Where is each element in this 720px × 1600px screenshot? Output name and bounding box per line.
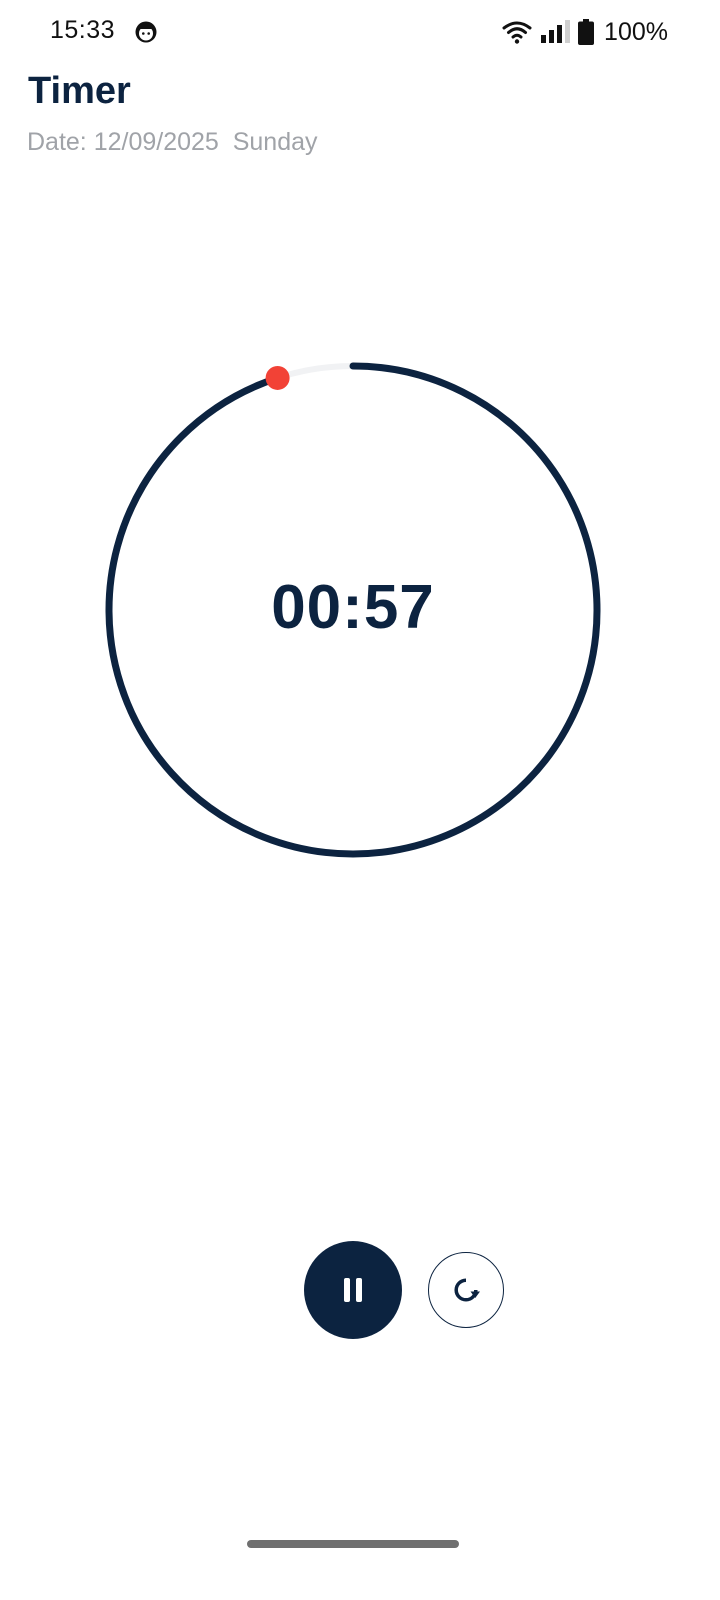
- reset-icon: [454, 1278, 480, 1302]
- reset-button[interactable]: [428, 1252, 504, 1328]
- status-icons: 100%: [502, 16, 668, 48]
- battery-icon: [578, 19, 595, 45]
- signal-icon: [541, 20, 571, 43]
- status-bar: 15:33 100%: [0, 0, 720, 64]
- date-line: Date: 12/09/2025 Sunday: [27, 128, 318, 156]
- status-time: 15:33: [50, 16, 116, 44]
- page-title: Timer: [28, 70, 131, 112]
- battery-percent: 100%: [604, 17, 668, 46]
- timer-display: 00:57: [271, 573, 435, 642]
- pause-icon: [344, 1278, 362, 1302]
- avatar-icon: [135, 21, 157, 43]
- wifi-icon: [502, 21, 532, 44]
- pause-button[interactable]: [304, 1241, 402, 1339]
- ring-indicator-dot[interactable]: [265, 365, 290, 390]
- home-indicator[interactable]: [247, 1540, 459, 1548]
